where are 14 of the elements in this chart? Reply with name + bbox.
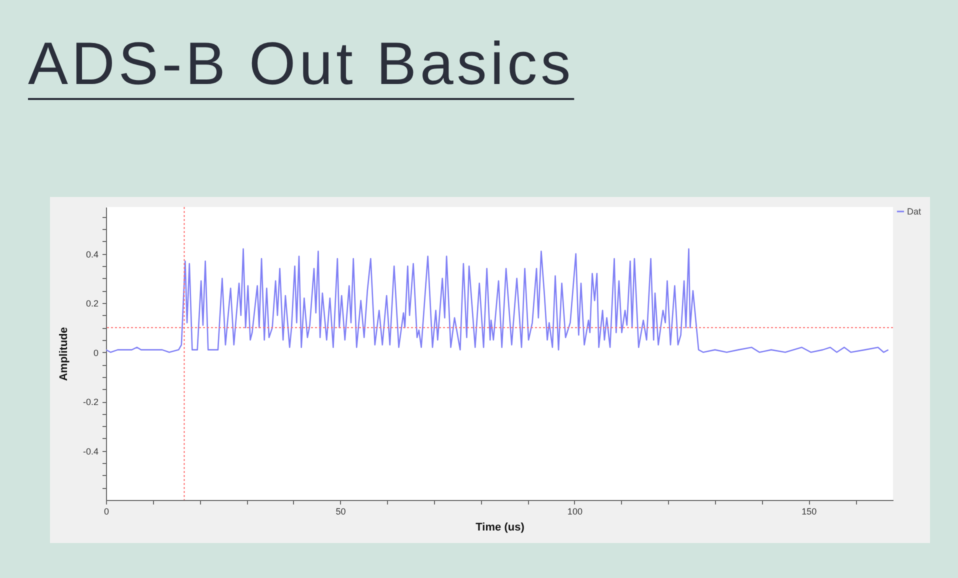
y-tick-label: 0.2 (86, 298, 98, 309)
x-tick-label: 0 (104, 506, 110, 516)
chart-title: ADS-B Out Basics (28, 29, 574, 98)
y-tick-label: -0.4 (82, 446, 98, 456)
x-tick-label: 150 (802, 506, 817, 516)
x-tick-label: 50 (336, 506, 346, 516)
y-tick-label: 0.4 (86, 249, 98, 260)
x-axis-title: Time (us) (476, 522, 525, 534)
y-tick-label: -0.2 (82, 397, 98, 408)
line-series (106, 248, 889, 353)
legend-label: Dat (907, 206, 922, 216)
y-tick-label: 0 (93, 348, 98, 358)
y-axis-title: Amplitude (58, 327, 70, 381)
x-tick-label: 100 (567, 506, 582, 516)
